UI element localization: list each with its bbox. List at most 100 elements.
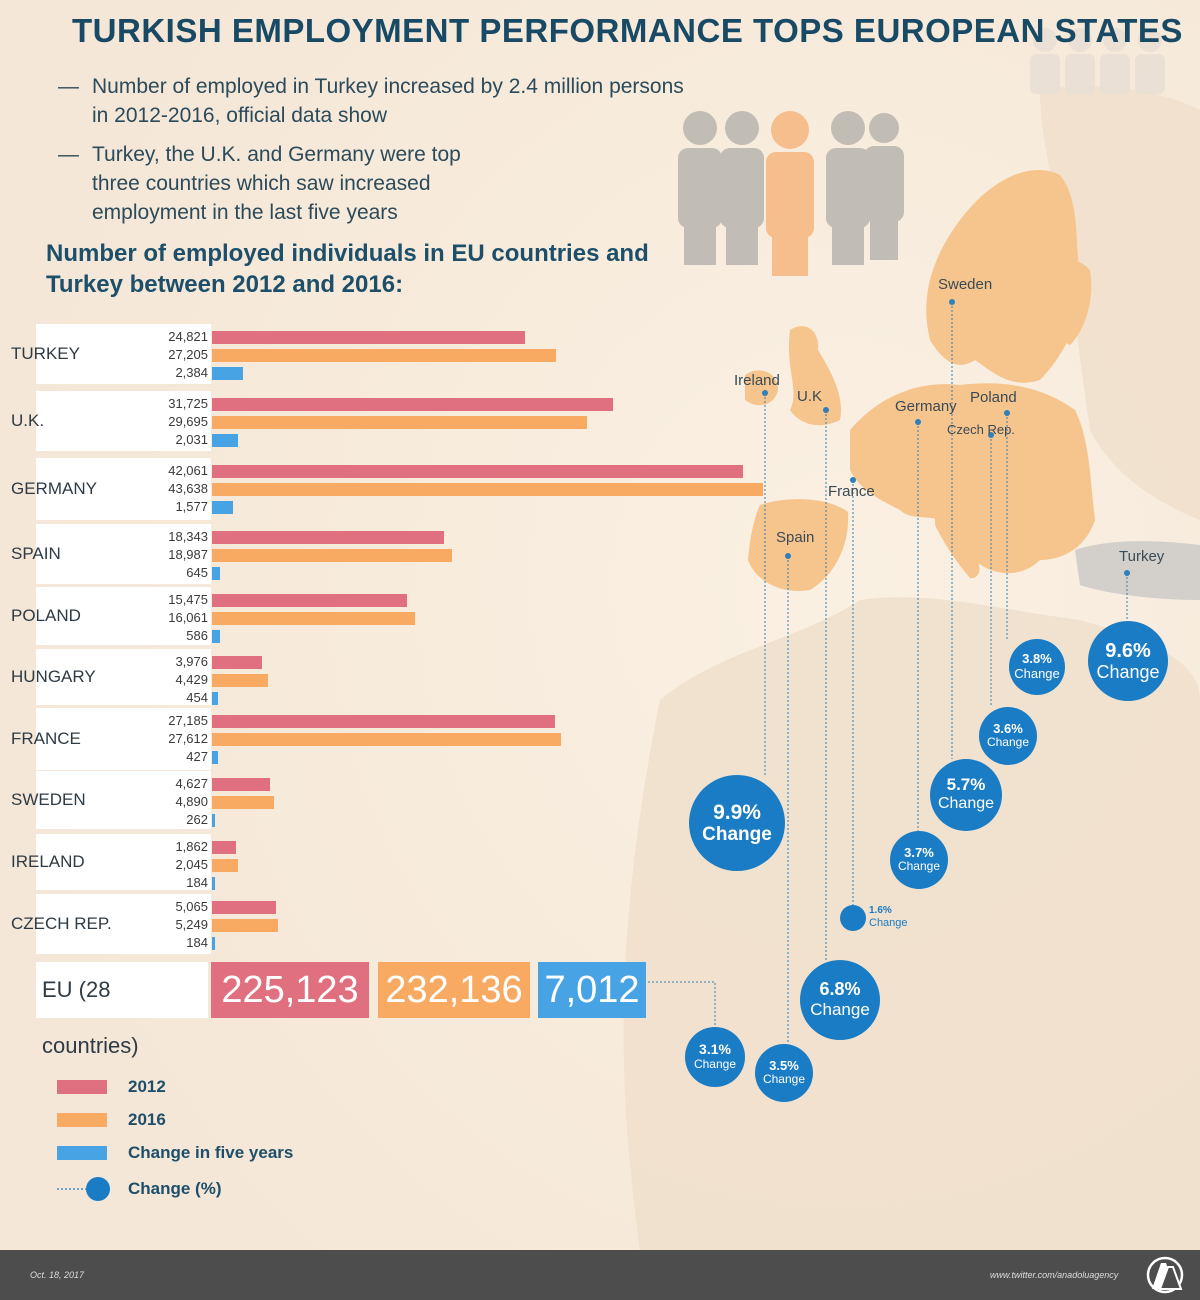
value-label: 2,045 [175,857,208,872]
bar-2012 [212,715,556,728]
footer: Oct. 18, 2017 www.twitter.com/anadoluage… [0,1250,1200,1300]
bar-2012 [212,656,263,669]
value-label: 16,061 [168,610,208,625]
percent-circle-ireland: 9.9% Change [689,775,785,871]
bar-2016 [212,549,452,562]
percent-circle-czech-rep: 3.6% Change [979,707,1037,765]
percent-circle-france [840,905,866,931]
percent-value: 3.8% [1022,651,1052,667]
map-label-spain: Spain [776,529,815,546]
row-bg-germany [36,458,211,520]
row-bg-hungary [36,649,211,705]
bar-change [212,630,220,643]
value-label: 184 [186,935,208,950]
value-label: 24,821 [168,329,208,344]
percent-circle-sweden: 5.7% Change [930,759,1002,831]
legend-label-2016: 2016 [128,1110,166,1129]
map-label-germany: Germany [895,398,957,415]
legend-label-2012: 2012 [128,1077,166,1096]
map-anchor-dot-turkey [1124,570,1130,576]
value-label: 427 [186,749,208,764]
legend-swatch-2012 [57,1080,107,1094]
bar-2012 [212,398,613,411]
country-label: IRELAND [11,852,85,871]
bar-change [212,877,215,890]
uk-shape [788,326,841,426]
percent-circle-spain: 3.5% Change [755,1044,813,1102]
bar-change [212,367,243,380]
value-label: 1,862 [175,839,208,854]
legend-label-percent: Change (%) [128,1179,222,1198]
percent-value: 3.7% [904,844,934,860]
eu-total-2016: 232,136 [378,962,530,1018]
eu-total-label: EU (28 countries) [36,962,208,1058]
map-anchor-dot-sweden [949,299,955,305]
bar-2012 [212,778,271,791]
percent-caption: Change [693,1056,737,1071]
value-label: 645 [186,565,208,580]
bullet-2: — Turkey, the U.K. and Germany were top … [58,140,578,228]
percent-value: 3.5% [769,1057,799,1073]
value-label: 3,976 [175,654,208,669]
country-label: CZECH REP. [11,914,112,933]
anadolu-logo-icon [1146,1256,1184,1294]
row-bg-poland [36,587,211,645]
percent-value: 9.9% [713,800,761,824]
subtitle-line: Number of employed individuals in EU cou… [46,240,649,267]
bullet-1: — Number of employed in Turkey increased… [58,72,778,130]
country-label: U.K. [11,411,45,430]
bullet-dash: — [58,75,79,98]
bar-2012 [212,465,744,478]
percent-value: 3.6% [993,720,1023,736]
percent-caption: Change [897,859,941,874]
bar-2016 [212,483,763,496]
bullet-dash: — [58,143,79,166]
value-label: 42,061 [168,463,208,478]
row-bg-france [36,708,211,770]
bar-change [212,751,218,764]
map-anchor-dot-czech-rep [988,432,994,438]
value-label: 29,695 [168,414,208,429]
map-label-czech-rep: Czech Rep. [947,422,1015,437]
turkey-shape [1075,541,1200,600]
bullet-line: Turkey, the U.K. and Germany were top [92,143,461,166]
italy-shape [935,505,980,579]
percent-circle-poland: 3.8% Change [1009,639,1065,695]
chart-subtitle: Number of employed individuals in EU cou… [46,238,649,300]
footer-twitter-link[interactable]: www.twitter.com/anadoluagency [990,1270,1119,1280]
value-label: 31,725 [168,396,208,411]
value-label: 15,475 [168,592,208,607]
map-anchor-dot-germany [915,419,921,425]
percent-label-france: 1.6% Change [869,904,908,930]
bar-2012 [212,841,236,854]
value-label: 2,384 [175,365,208,380]
value-label: 454 [186,690,208,705]
percent-circle-turkey: 9.6% Change [1088,621,1168,701]
country-label: POLAND [11,606,81,625]
country-label: HUNGARY [11,667,96,686]
map-anchor-dot-spain [785,553,791,559]
subtitle-line: Turkey between 2012 and 2016: [46,271,404,298]
bar-2016 [212,674,268,687]
bar-2016 [212,796,274,809]
percent-circle-germany: 3.7% Change [890,831,948,889]
value-label: 27,185 [168,713,208,728]
bar-change [212,501,233,514]
percent-caption: Change [762,1072,806,1087]
percent-caption: Change [1014,665,1060,681]
bullet-line: employment in the last five years [92,201,398,224]
bullet-line: in 2012-2016, official data show [92,104,387,127]
value-label: 1,577 [175,499,208,514]
map-anchor-dot-ireland [762,390,768,396]
eu-total-2012: 225,123 [211,962,369,1018]
bar-2016 [212,859,238,872]
continental-europe [850,383,1095,574]
footer-date: Oct. 18, 2017 [30,1270,85,1280]
eu-total-change: 7,012 [538,962,646,1018]
map-label-u-k: U.K [797,388,823,405]
percent-circle-eu: 3.1% Change [685,1027,745,1087]
bullet-line: three countries which saw increased [92,172,431,195]
percent-caption: Change [869,917,908,929]
